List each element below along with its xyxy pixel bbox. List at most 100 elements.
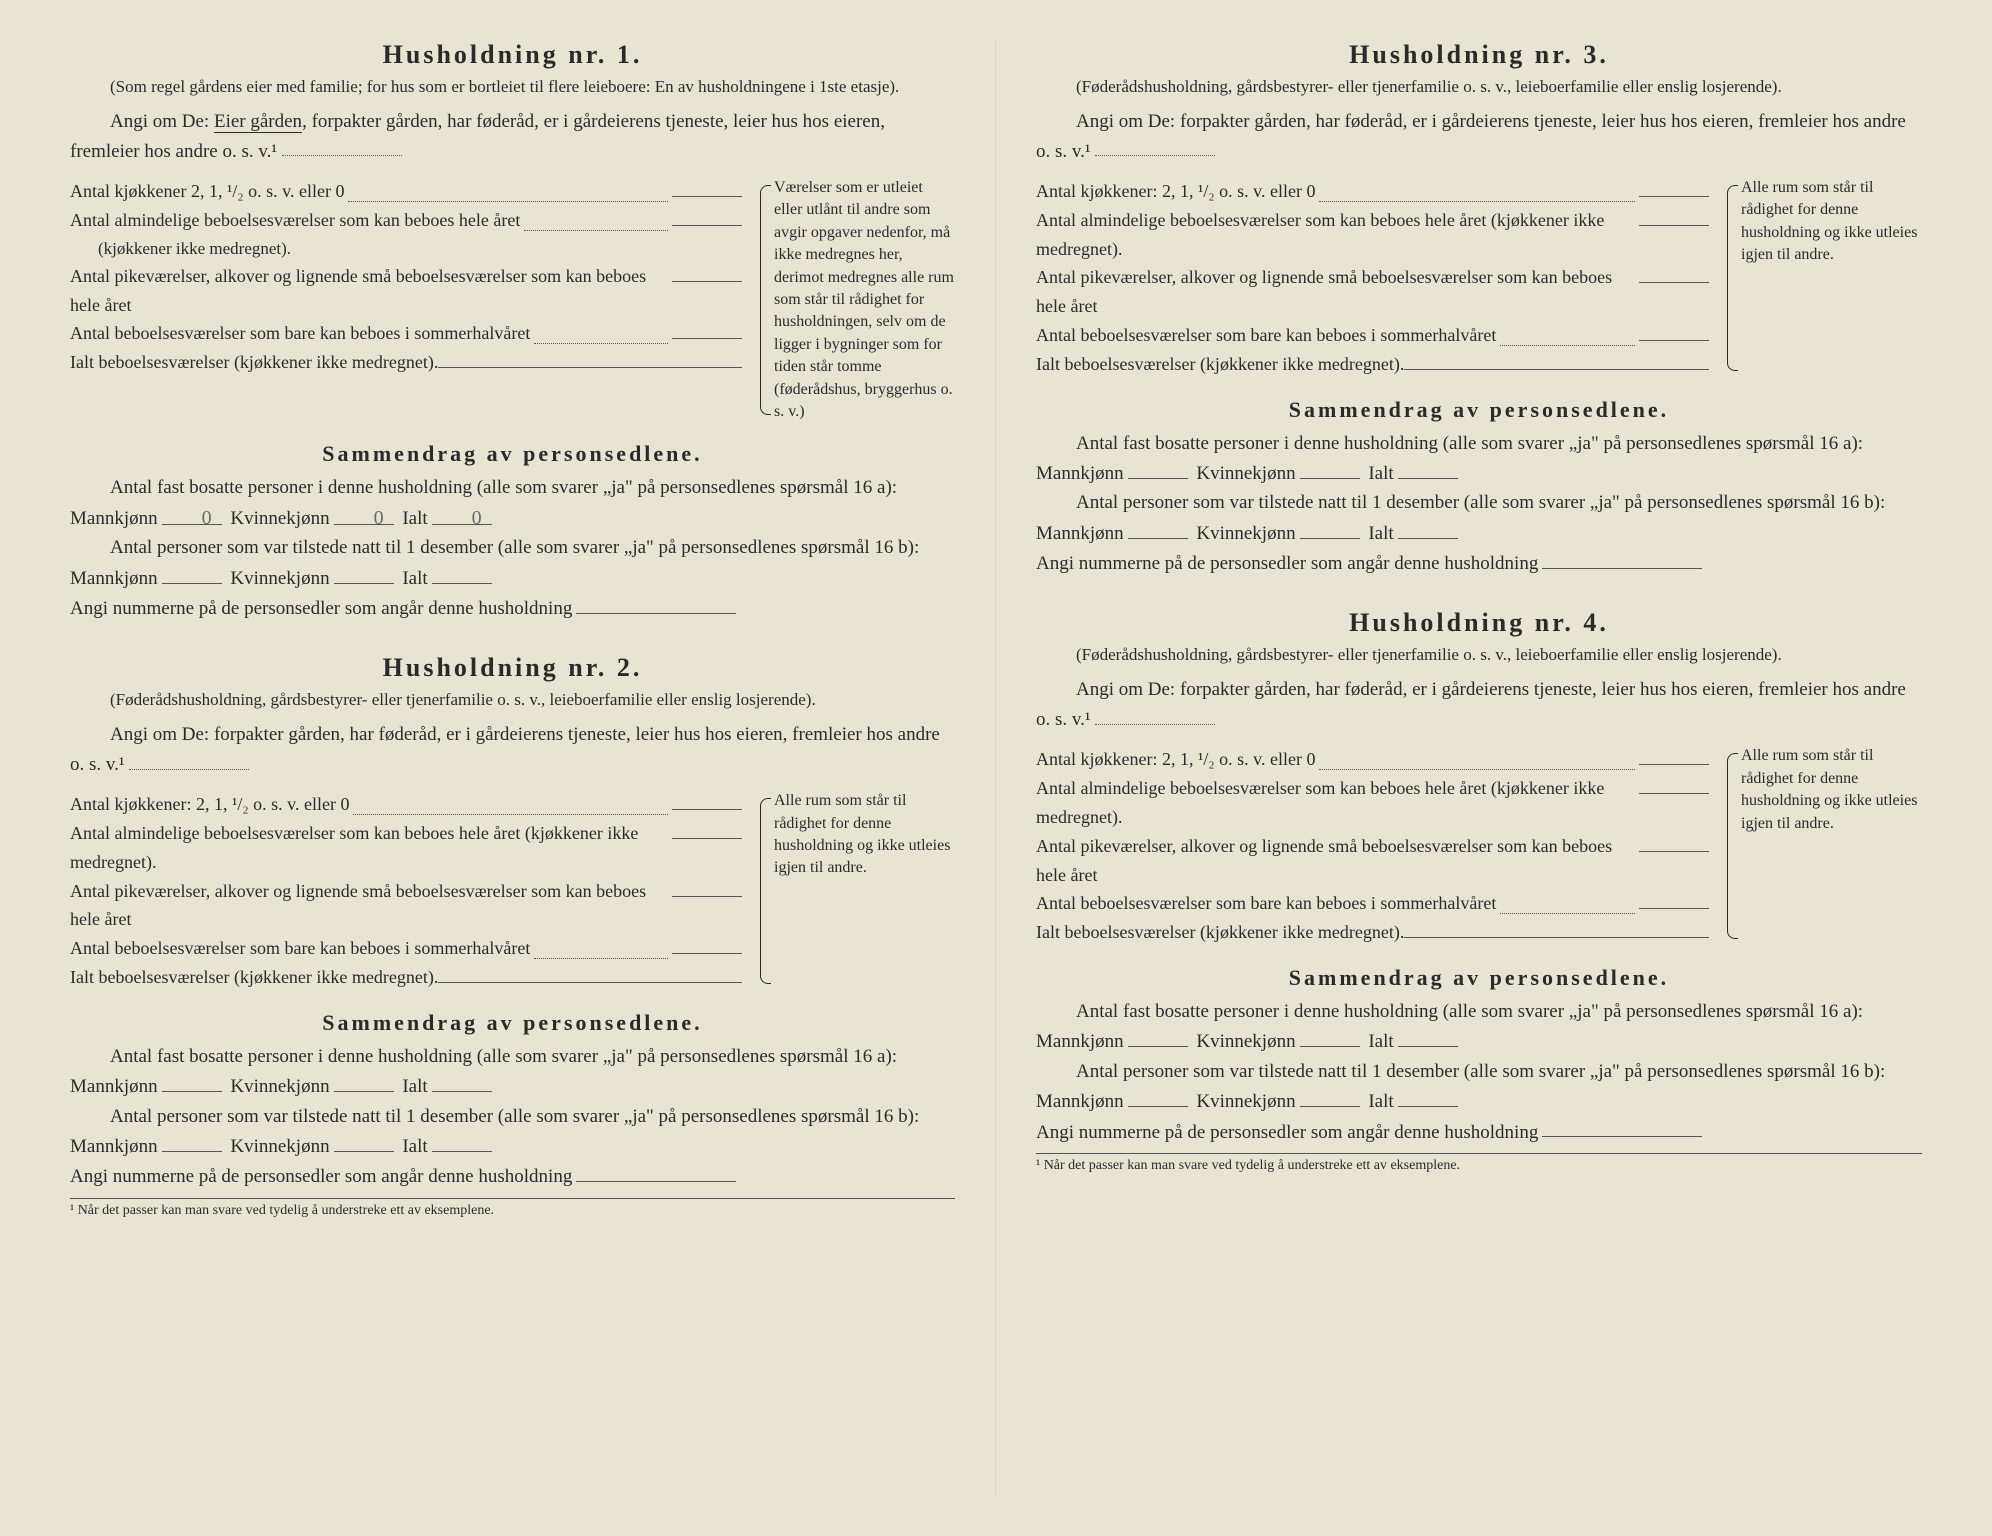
h3-rows: Antal kjøkkener: 2, 1, ¹/₂ o. s. v. elle… xyxy=(1036,177,1922,379)
numbers-field[interactable] xyxy=(576,1161,736,1182)
h1-q-rooms-sub: (kjøkkener ikke medregnet). xyxy=(70,235,742,262)
female-field[interactable] xyxy=(334,563,394,584)
female-field[interactable] xyxy=(1300,518,1360,539)
h4-prompt-blank[interactable] xyxy=(1095,704,1215,725)
male-label: Mannkjønn xyxy=(70,568,158,589)
q-text: Antal kjøkkener 2, 1, ¹/₂ o. s. v. eller… xyxy=(70,177,344,206)
total-field[interactable] xyxy=(432,1131,492,1152)
blank-field[interactable] xyxy=(1639,890,1709,910)
total-field[interactable] xyxy=(432,563,492,584)
h2-q-rooms: Antal almindelige beboelsesværelser som … xyxy=(70,819,742,877)
blank-field[interactable] xyxy=(438,963,742,983)
male-label: Mannkjønn xyxy=(70,508,158,529)
blank-field[interactable] xyxy=(672,177,742,197)
numbers-field[interactable] xyxy=(1542,1117,1702,1138)
male-field[interactable] xyxy=(1128,518,1188,539)
male-field[interactable] xyxy=(162,1071,222,1092)
blank-field[interactable] xyxy=(672,819,742,839)
total-field[interactable] xyxy=(1398,518,1458,539)
h3-q-total: Ialt beboelsesværelser (kjøkkener ikke m… xyxy=(1036,350,1709,379)
total-field[interactable]: 0 xyxy=(432,503,492,525)
blank-field[interactable] xyxy=(1639,774,1709,794)
female-field[interactable] xyxy=(334,1071,394,1092)
blank-field[interactable] xyxy=(1639,746,1709,766)
h3-q-rooms: Antal almindelige beboelsesværelser som … xyxy=(1036,206,1709,264)
h3-prompt-blank[interactable] xyxy=(1095,136,1215,157)
female-field[interactable] xyxy=(334,1131,394,1152)
female-label: Kvinnekjønn xyxy=(230,1076,329,1097)
blank-field[interactable] xyxy=(1404,918,1709,938)
blank-field[interactable] xyxy=(672,320,742,340)
total-field[interactable] xyxy=(1398,1026,1458,1047)
h2-q-kitchens: Antal kjøkkener: 2, 1, ¹/₂ o. s. v. elle… xyxy=(70,790,742,819)
h2-s16a: Antal fast bosatte personer i denne hush… xyxy=(70,1042,955,1102)
blank-field[interactable] xyxy=(1639,206,1709,226)
male-label: Mannkjønn xyxy=(1036,463,1124,484)
left-page: Husholdning nr. 1. (Som regel gårdens ei… xyxy=(30,40,996,1496)
h1-prompt-prefix: Angi om De: xyxy=(110,111,209,132)
blank-field[interactable] xyxy=(1639,832,1709,852)
dots xyxy=(1319,769,1635,770)
total-field[interactable] xyxy=(1398,1086,1458,1107)
blank-field[interactable] xyxy=(1639,321,1709,341)
h2-q-small: Antal pikeværelser, alkover og lignende … xyxy=(70,877,742,935)
total-field[interactable] xyxy=(1398,458,1458,479)
blank-field[interactable] xyxy=(672,206,742,226)
q-text: Ialt beboelsesværelser (kjøkkener ikke m… xyxy=(70,963,438,992)
total-field[interactable] xyxy=(432,1071,492,1092)
blank-field[interactable] xyxy=(672,262,742,282)
h1-subnote: (Som regel gårdens eier med familie; for… xyxy=(70,76,955,99)
numbers-field[interactable] xyxy=(576,593,736,614)
male-field[interactable] xyxy=(1128,1086,1188,1107)
male-field[interactable]: 0 xyxy=(162,503,222,525)
h3-sidenote: Alle rum som står til rådighet for denne… xyxy=(1727,177,1922,379)
h2-q-summer: Antal beboelsesværelser som bare kan beb… xyxy=(70,934,742,963)
q-text: Antal pikeværelser, alkover og lignende … xyxy=(1036,263,1631,321)
dots xyxy=(1500,913,1635,914)
h2-prompt-blank[interactable] xyxy=(129,749,249,770)
h1-prompt-blank[interactable] xyxy=(282,136,402,157)
blank-field[interactable] xyxy=(672,877,742,897)
numbers-field[interactable] xyxy=(1542,548,1702,569)
h3-title: Husholdning nr. 3. xyxy=(1036,40,1922,70)
numbers-text: Angi nummerne på de personsedler som ang… xyxy=(1036,1121,1538,1142)
male-field[interactable] xyxy=(1128,1026,1188,1047)
h4-sidenote: Alle rum som står til rådighet for denne… xyxy=(1727,745,1922,947)
total-label: Ialt xyxy=(402,568,427,589)
female-field[interactable] xyxy=(1300,458,1360,479)
h4-summary-title: Sammendrag av personsedlene. xyxy=(1036,965,1922,991)
q-text: Antal pikeværelser, alkover og lignende … xyxy=(70,262,664,320)
h4-subnote: (Føderådshusholdning, gårdsbestyrer- ell… xyxy=(1036,644,1922,667)
female-field[interactable] xyxy=(1300,1026,1360,1047)
q-text: Antal beboelsesværelser som bare kan beb… xyxy=(1036,889,1496,918)
male-field[interactable] xyxy=(162,1131,222,1152)
total-label: Ialt xyxy=(1368,1091,1393,1112)
h2-rows-main: Antal kjøkkener: 2, 1, ¹/₂ o. s. v. elle… xyxy=(70,790,742,992)
h1-q-rooms: Antal almindelige beboelsesværelser som … xyxy=(70,206,742,235)
male-field[interactable] xyxy=(1128,458,1188,479)
female-label: Kvinnekjønn xyxy=(1196,1031,1295,1052)
footnote-right: ¹ Når det passer kan man svare ved tydel… xyxy=(1036,1153,1922,1174)
s16a-text: Antal fast bosatte personer i denne hush… xyxy=(1076,433,1863,454)
h3-q-small: Antal pikeværelser, alkover og lignende … xyxy=(1036,263,1709,321)
s16a-text: Antal fast bosatte personer i denne hush… xyxy=(110,477,897,498)
h1-rows: Antal kjøkkener 2, 1, ¹/₂ o. s. v. eller… xyxy=(70,177,955,423)
blank-field[interactable] xyxy=(1639,177,1709,197)
female-label: Kvinnekjønn xyxy=(1196,463,1295,484)
dots xyxy=(534,343,668,344)
male-field[interactable] xyxy=(162,563,222,584)
female-field[interactable]: 0 xyxy=(334,503,394,525)
blank-field[interactable] xyxy=(1639,264,1709,284)
q-text: Antal kjøkkener: 2, 1, ¹/₂ o. s. v. elle… xyxy=(70,790,349,819)
total-label: Ialt xyxy=(1368,463,1393,484)
footnote-left: ¹ Når det passer kan man svare ved tydel… xyxy=(70,1198,955,1219)
blank-field[interactable] xyxy=(672,934,742,954)
q-text: Antal almindelige beboelsesværelser som … xyxy=(70,819,664,877)
male-label: Mannkjønn xyxy=(1036,1031,1124,1052)
blank-field[interactable] xyxy=(1404,350,1709,370)
h1-s16b: Antal personer som var tilstede natt til… xyxy=(70,533,955,593)
q-text: Antal almindelige beboelsesværelser som … xyxy=(1036,774,1631,832)
female-field[interactable] xyxy=(1300,1086,1360,1107)
blank-field[interactable] xyxy=(438,348,742,368)
blank-field[interactable] xyxy=(672,791,742,811)
